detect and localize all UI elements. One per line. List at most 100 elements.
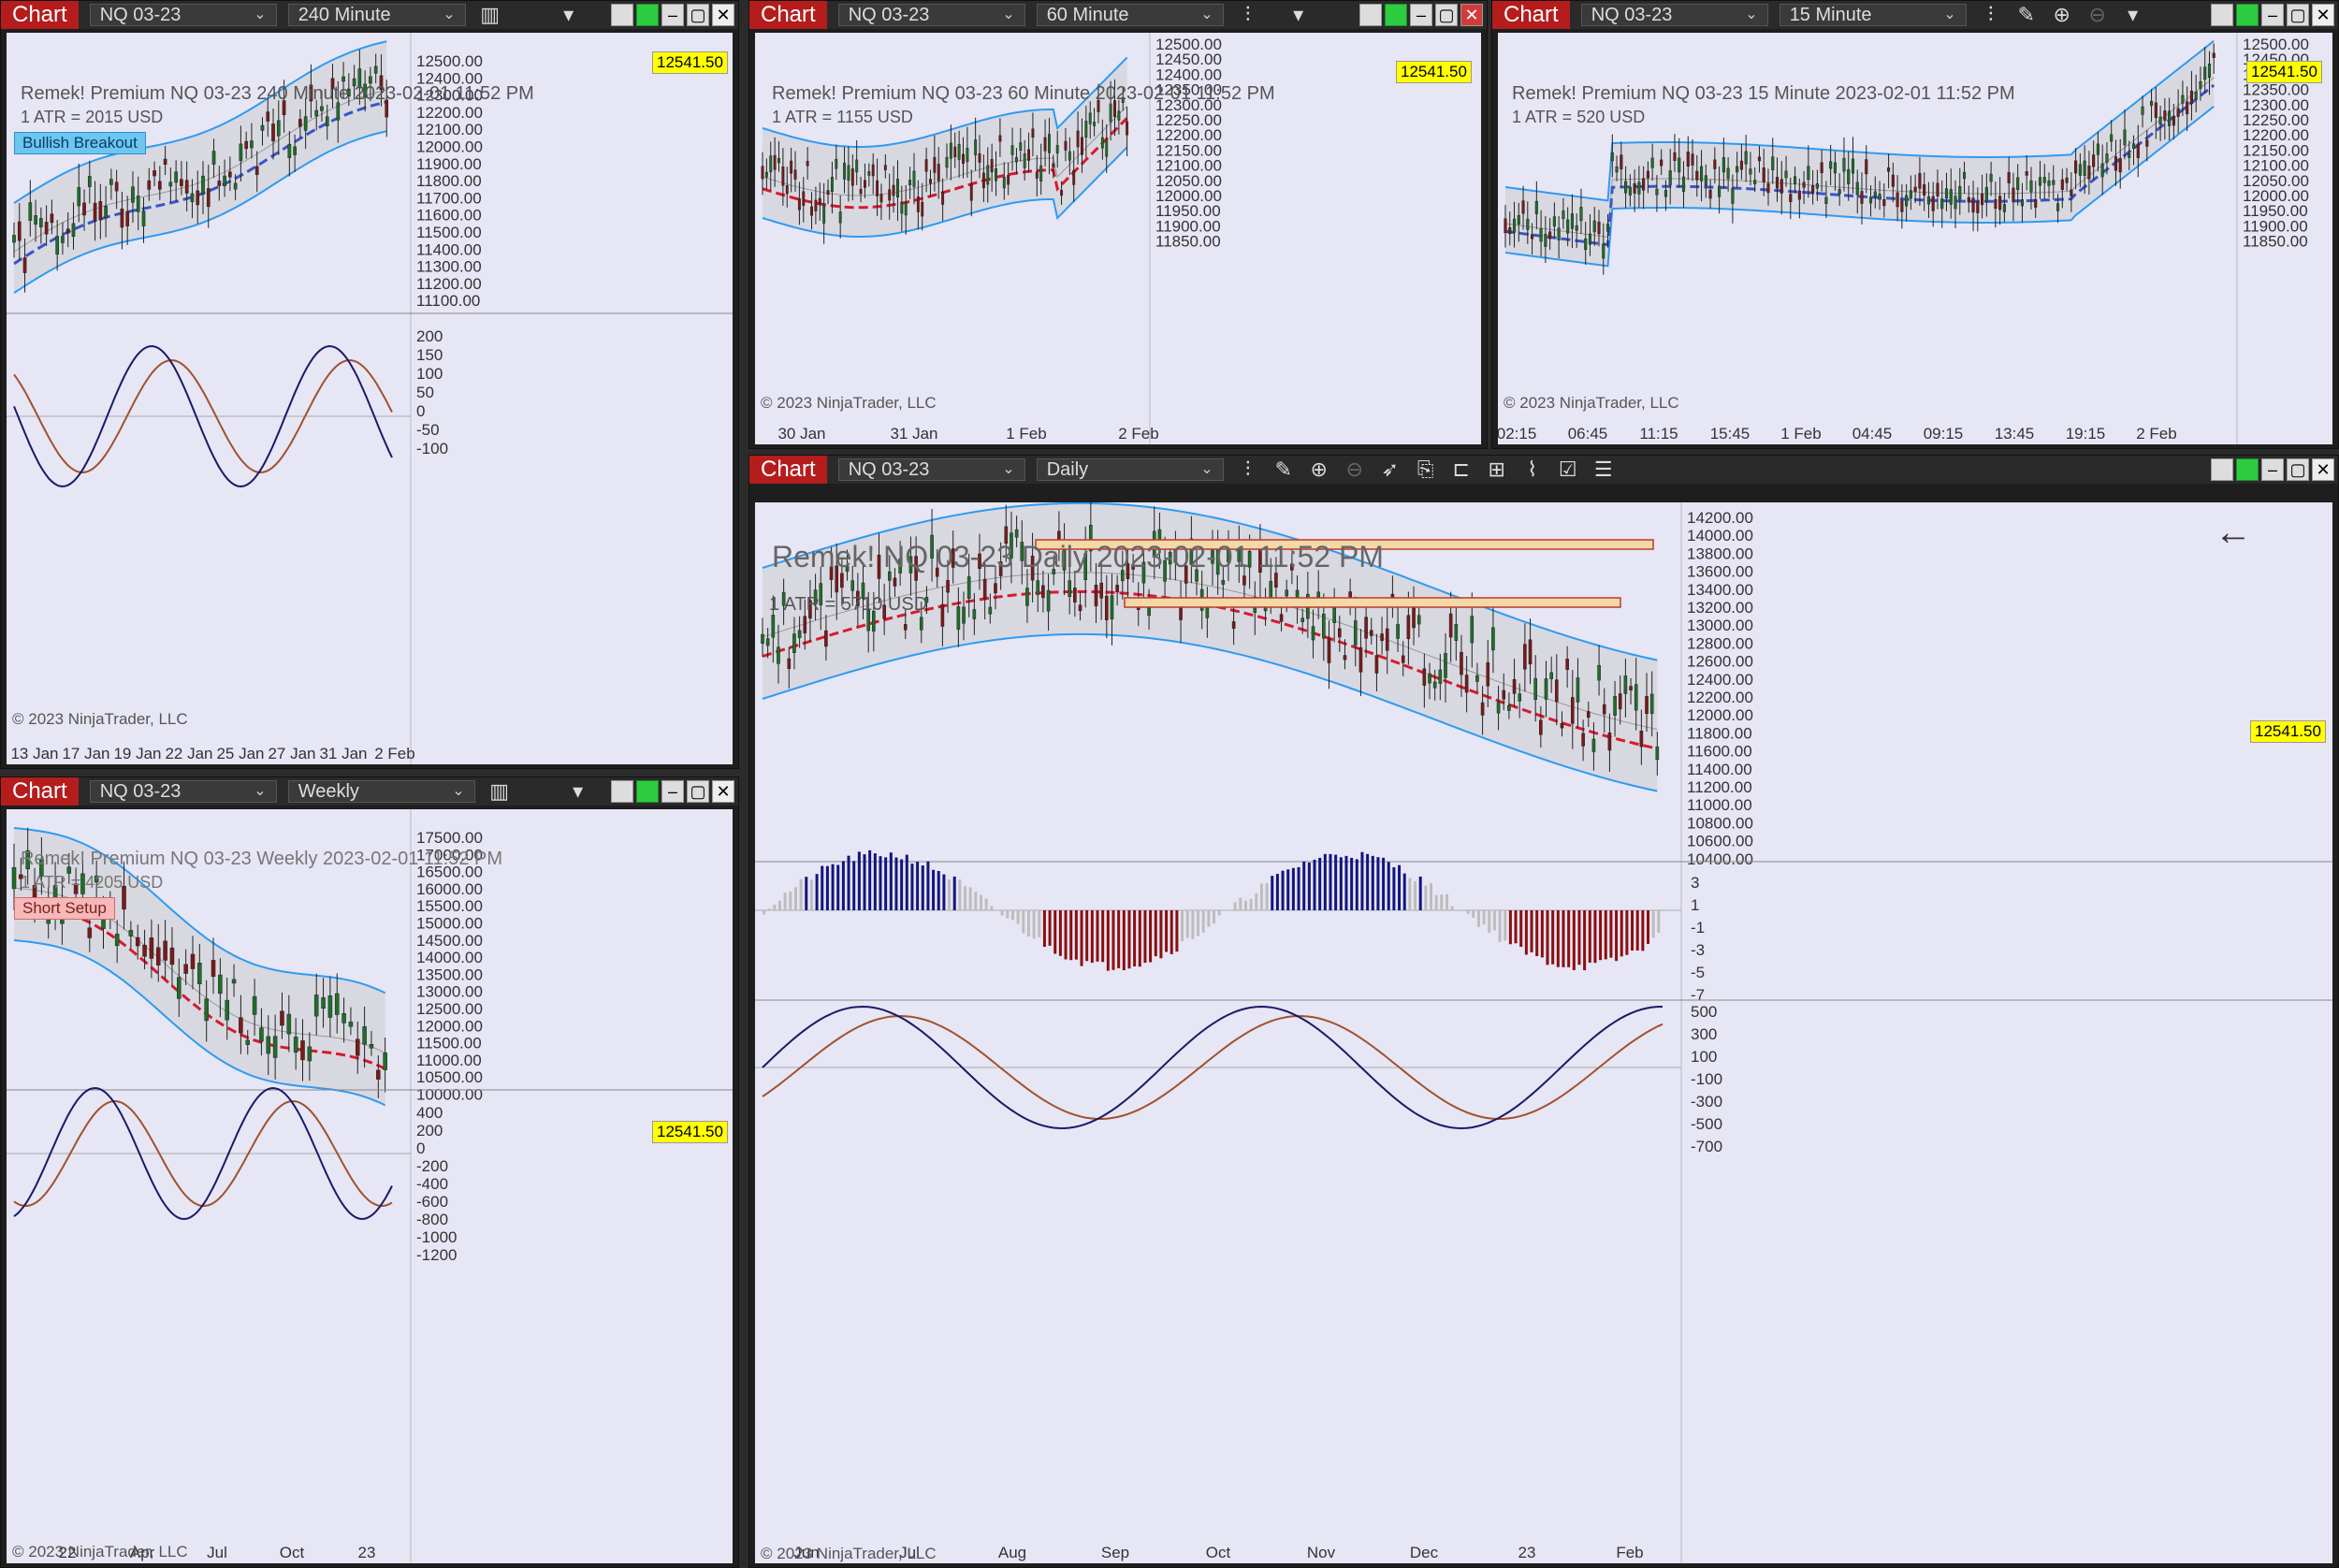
candle-body: [1824, 196, 1828, 204]
data-box-icon[interactable]: ⎘: [1416, 457, 1434, 481]
close-button[interactable]: ✕: [2312, 4, 2334, 26]
link-button[interactable]: [1359, 4, 1382, 26]
close-button[interactable]: ✕: [1460, 4, 1483, 26]
candle-body: [341, 1013, 346, 1024]
properties-icon[interactable]: ☑: [1558, 457, 1577, 481]
timeframe-selector[interactable]: Weekly ⌄: [287, 780, 475, 803]
histogram-bar: [1016, 910, 1020, 924]
zoom-in-icon[interactable]: ⊕: [2053, 3, 2070, 26]
time-axis-tick: 30 Jan: [777, 425, 825, 443]
link-button[interactable]: [2211, 4, 2233, 26]
zoom-out-icon[interactable]: ⊖: [2088, 3, 2106, 26]
candle-body: [929, 179, 932, 184]
link-color-button[interactable]: [2236, 458, 2259, 481]
chevron-down-icon: ⌄: [452, 783, 465, 799]
chart-plot-area[interactable]: 14200.00 14000.00 13800.00 13600.00 13400.00…: [755, 502, 2332, 1563]
bar-type-icon[interactable]: ⫶: [1244, 3, 1251, 26]
dropdown-arrow-icon[interactable]: ▾: [563, 3, 574, 26]
histogram-bar: [1514, 910, 1518, 944]
candle-body: [1327, 638, 1331, 663]
minimize-button[interactable]: –: [661, 780, 684, 803]
link-color-button[interactable]: [2236, 4, 2259, 26]
back-arrow-icon[interactable]: ←: [2215, 512, 2252, 553]
candle-body: [1076, 130, 1080, 148]
maximize-button[interactable]: ▢: [2287, 458, 2309, 481]
candle-body: [1526, 218, 1530, 230]
link-color-button[interactable]: [1385, 4, 1407, 26]
instrument-selector[interactable]: NQ 03-23 ⌄: [89, 780, 277, 803]
bar-type-icon[interactable]: ▥: [489, 779, 510, 803]
histogram-bar: [1228, 909, 1231, 910]
zoom-in-icon[interactable]: ⊕: [1310, 457, 1328, 481]
time-axis-tick: Oct: [1206, 1544, 1231, 1561]
minimize-button[interactable]: –: [2261, 4, 2284, 26]
chart-menu-tab[interactable]: Chart: [749, 456, 827, 484]
dropdown-arrow-icon[interactable]: ▾: [1293, 3, 1304, 26]
link-color-button[interactable]: [636, 780, 659, 803]
candle-body: [1496, 702, 1501, 714]
timeframe-selector[interactable]: Daily ⌄: [1036, 458, 1224, 481]
chart-plot-area[interactable]: 12500.0012450.0012400.0012350.0012300.00…: [1498, 33, 2332, 444]
close-button[interactable]: ✕: [2312, 458, 2334, 481]
dropdown-arrow-icon[interactable]: ▾: [2128, 3, 2139, 26]
candle-body: [814, 199, 818, 211]
pencil-icon[interactable]: ✎: [2017, 3, 2035, 26]
price-axis-tick: 11900.00: [1155, 217, 1221, 235]
chart-plot-area[interactable]: 12500.00 12400.00 12300.00 12200.00 12100.00…: [7, 33, 733, 764]
minimize-button[interactable]: –: [1410, 4, 1432, 26]
link-button[interactable]: [611, 4, 633, 26]
candle-body: [259, 1027, 264, 1042]
maximize-button[interactable]: ▢: [687, 4, 709, 26]
histogram-bar: [763, 910, 765, 915]
object-list-icon[interactable]: ☰: [1593, 457, 1613, 481]
candle-body: [1014, 529, 1019, 538]
close-button[interactable]: ✕: [712, 4, 734, 26]
bar-type-icon[interactable]: ▥: [480, 3, 501, 26]
cursor-icon[interactable]: ➶: [1381, 457, 1399, 481]
templates-icon[interactable]: ⊏: [1452, 457, 1470, 481]
pencil-icon[interactable]: ✎: [1274, 457, 1292, 481]
candle-body: [765, 638, 770, 646]
bar-type-icon[interactable]: ⫶: [1987, 3, 1994, 26]
zoom-out-icon[interactable]: ⊖: [1345, 457, 1363, 481]
maximize-button[interactable]: ▢: [2287, 4, 2309, 26]
strategies-icon[interactable]: ⌇: [1527, 457, 1538, 481]
osc-axis-tick: 400: [416, 1104, 443, 1122]
indicators-icon[interactable]: ⊞: [1488, 457, 1505, 481]
minimize-button[interactable]: –: [661, 4, 684, 26]
instrument-selector[interactable]: NQ 03-23 ⌄: [837, 4, 1025, 26]
link-color-button[interactable]: [636, 4, 659, 26]
bar-type-icon[interactable]: ⫶: [1244, 457, 1251, 481]
histogram-bar: [1042, 910, 1046, 948]
chart-menu-tab[interactable]: Chart: [1492, 1, 1570, 29]
close-button[interactable]: ✕: [712, 780, 734, 803]
candle-body: [225, 999, 229, 1021]
minimize-button[interactable]: –: [2261, 458, 2284, 481]
chart-plot-area[interactable]: 17500.00 17000.00 16500.00 16000.00 15500.00…: [7, 809, 733, 1563]
chart-menu-tab[interactable]: Chart: [749, 1, 827, 29]
histogram-bar: [805, 877, 808, 910]
candle-body: [957, 143, 961, 160]
histogram-bar: [1038, 910, 1041, 937]
chart-menu-tab[interactable]: Chart: [1, 1, 79, 29]
candle-body: [286, 1013, 292, 1035]
candle-body: [1290, 563, 1294, 571]
candle-body: [1004, 526, 1009, 544]
maximize-button[interactable]: ▢: [1435, 4, 1458, 26]
instrument-selector[interactable]: NQ 03-23 ⌄: [89, 4, 277, 26]
histogram-bar: [1275, 874, 1279, 910]
maximize-button[interactable]: ▢: [687, 780, 709, 803]
link-button[interactable]: [2211, 458, 2233, 481]
candle-body: [183, 964, 188, 974]
instrument-selector[interactable]: NQ 03-23 ⌄: [837, 458, 1025, 481]
candle-body: [82, 202, 86, 216]
chart-menu-tab[interactable]: Chart: [1, 777, 79, 806]
link-button[interactable]: [611, 780, 633, 803]
timeframe-selector[interactable]: 60 Minute ⌄: [1036, 4, 1224, 26]
dropdown-arrow-icon[interactable]: ▾: [573, 779, 584, 803]
timeframe-selector[interactable]: 15 Minute ⌄: [1779, 4, 1967, 26]
instrument-selector[interactable]: NQ 03-23 ⌄: [1580, 4, 1768, 26]
candle-body: [1544, 233, 1547, 247]
timeframe-selector[interactable]: 240 Minute ⌄: [287, 4, 466, 26]
